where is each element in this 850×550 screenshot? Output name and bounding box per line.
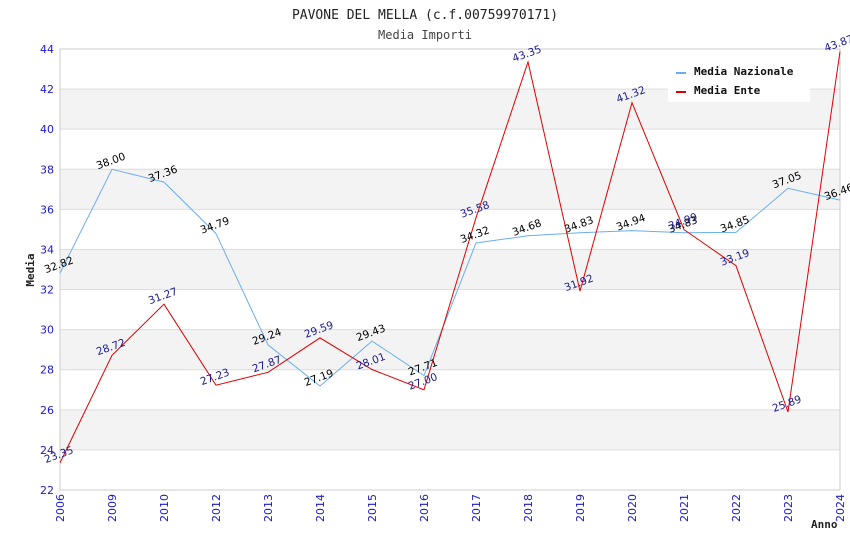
y-tick-label: 28 bbox=[40, 364, 54, 377]
series-lines bbox=[59, 51, 841, 464]
legend-label-media-nazionale: Media Nazionale bbox=[694, 65, 794, 78]
x-tick-label: 2013 bbox=[262, 494, 275, 522]
x-tick-label: 2018 bbox=[522, 494, 535, 522]
x-tick-label: 2012 bbox=[210, 494, 223, 522]
series-line-media-nazionale bbox=[59, 168, 841, 387]
y-tick-label: 30 bbox=[40, 324, 54, 337]
y-tick-label: 26 bbox=[40, 404, 54, 417]
x-tick-label: 2009 bbox=[106, 494, 119, 522]
legend-label-media-ente: Media Ente bbox=[694, 84, 761, 97]
legend: Media Nazionale Media Ente bbox=[668, 60, 810, 102]
y-tick-label: 36 bbox=[40, 203, 54, 216]
background-band bbox=[60, 169, 840, 210]
data-label: 43.87 bbox=[823, 33, 850, 55]
x-tick-label: 2015 bbox=[366, 494, 379, 522]
x-axis-label: Anno bbox=[811, 518, 838, 531]
y-tick-label: 38 bbox=[40, 163, 54, 176]
x-tick-label: 2021 bbox=[678, 494, 691, 522]
y-tick-label: 40 bbox=[40, 123, 54, 136]
x-tick-label: 2017 bbox=[470, 494, 483, 522]
x-tick-label: 2010 bbox=[158, 494, 171, 522]
data-label: 43.35 bbox=[511, 43, 543, 65]
chart-title: PAVONE DEL MELLA (c.f.00759970171) bbox=[292, 8, 558, 23]
background-band bbox=[60, 249, 840, 290]
x-axis-ticks: 2006 2009 2010 2012 2013 2014 2015 2016 2017 2018… bbox=[54, 494, 847, 522]
x-tick-label: 2024 bbox=[834, 494, 847, 522]
plot-area bbox=[59, 48, 841, 491]
y-tick-label: 22 bbox=[40, 484, 54, 497]
x-tick-label: 2014 bbox=[314, 494, 327, 522]
y-tick-label: 34 bbox=[40, 243, 54, 256]
y-tick-label: 24 bbox=[40, 444, 54, 457]
chart-subtitle: Media Importi bbox=[378, 28, 472, 42]
legend-background bbox=[668, 60, 810, 102]
plot-background-bands bbox=[60, 89, 840, 450]
x-tick-label: 2023 bbox=[782, 494, 795, 522]
y-axis-ticks: 22 24 26 28 30 32 34 36 38 40 42 44 bbox=[40, 43, 54, 497]
data-label: 34.32 bbox=[459, 224, 491, 246]
x-tick-label: 2020 bbox=[626, 494, 639, 522]
y-tick-label: 32 bbox=[40, 284, 54, 297]
grid-lines bbox=[60, 48, 840, 491]
y-axis-label: Media bbox=[24, 253, 37, 286]
x-tick-label: 2022 bbox=[730, 494, 743, 522]
background-band bbox=[60, 409, 840, 450]
y-tick-label: 42 bbox=[40, 83, 54, 96]
x-tick-label: 2006 bbox=[54, 494, 67, 522]
series-line-media-ente bbox=[59, 51, 841, 464]
background-band bbox=[60, 329, 840, 370]
x-tick-label: 2019 bbox=[574, 494, 587, 522]
y-tick-label: 44 bbox=[40, 43, 54, 56]
x-tick-label: 2016 bbox=[418, 494, 431, 522]
data-label: 34.79 bbox=[199, 215, 231, 237]
